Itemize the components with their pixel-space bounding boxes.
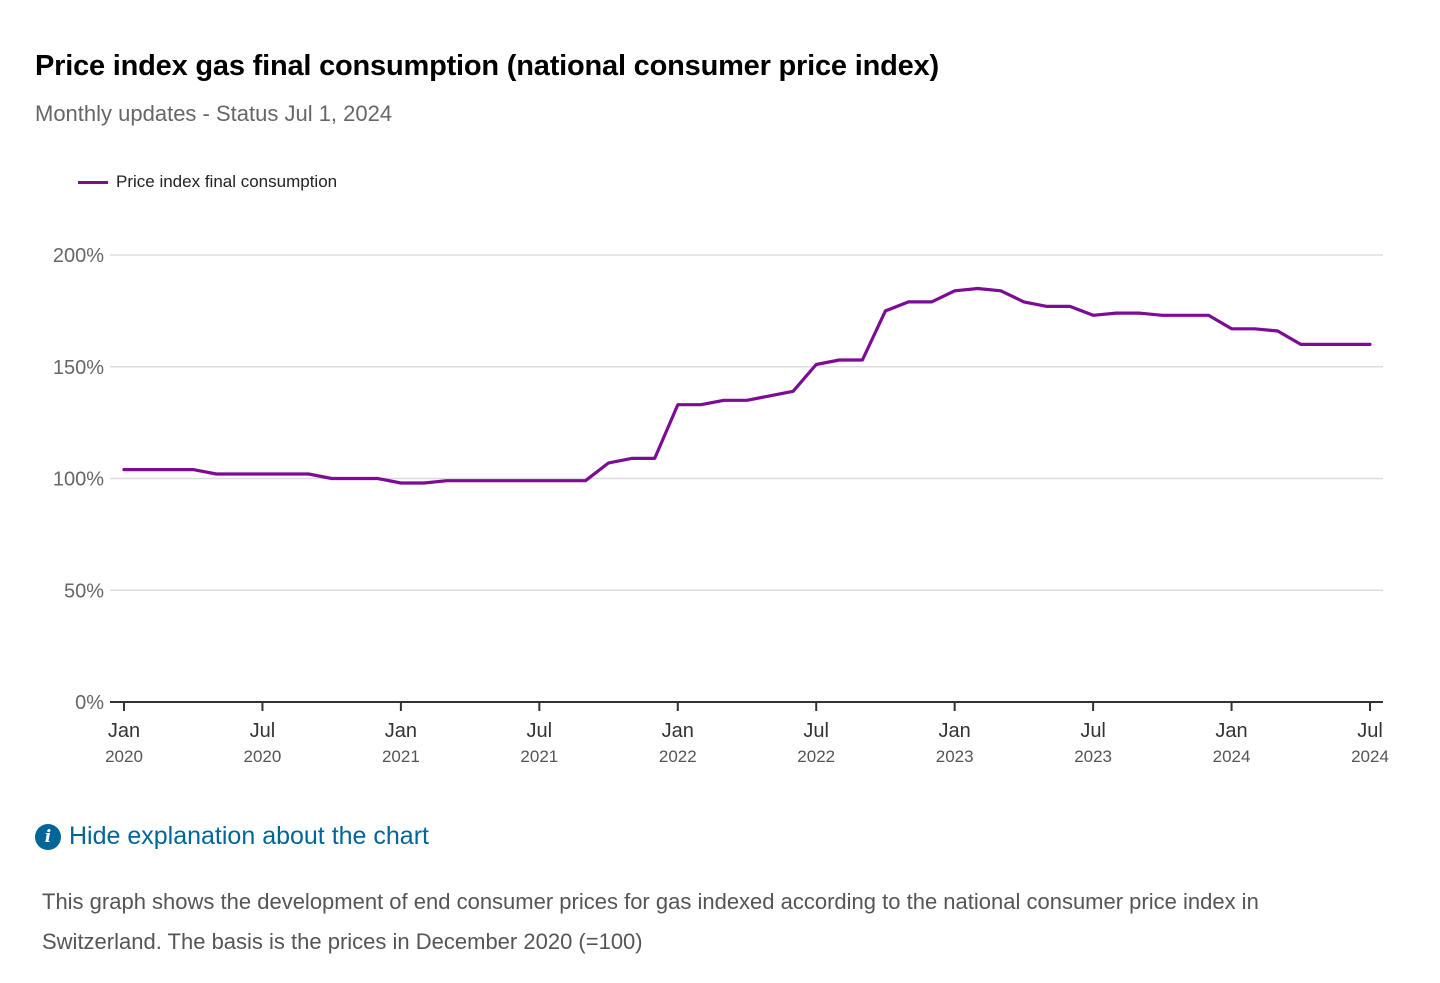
chart-legend[interactable]: Price index final consumption <box>78 172 337 192</box>
legend-label: Price index final consumption <box>116 172 338 191</box>
line-chart: 0% 50% 100% 150% 200% Jan 2020 Jul 2020 Jan 2021 Ju… <box>53 245 1389 766</box>
legend-swatch <box>78 180 108 184</box>
chart-explanation-text: This graph shows the development of end … <box>42 889 1259 954</box>
x-tick-label-month: Jul <box>1080 720 1106 742</box>
x-tick-label-year: 2023 <box>1074 747 1112 766</box>
hide-explanation-link[interactable]: i Hide explanation about the chart <box>35 822 429 851</box>
x-tick-label-month: Jan <box>385 720 417 742</box>
y-tick-label: 100% <box>53 469 104 491</box>
x-tick-label-month: Jan <box>1215 720 1247 742</box>
x-tick-label-month: Jan <box>662 720 694 742</box>
series-line-price-index-final-consumption[interactable] <box>122 286 1372 485</box>
info-icon: i <box>35 823 61 850</box>
x-tick-label-year: 2021 <box>520 747 558 766</box>
x-tick-label-year: 2022 <box>659 747 697 766</box>
x-tick-label-month: Jul <box>1357 720 1383 742</box>
x-tick-label-year: 2022 <box>797 747 835 766</box>
x-tick-label-year: 2021 <box>382 747 420 766</box>
chart-subtitle: Monthly updates - Status Jul 1, 2024 <box>35 101 393 126</box>
x-tick-label-month: Jul <box>527 720 553 742</box>
y-tick-label: 0% <box>75 692 104 714</box>
x-tick-label-year: 2020 <box>105 747 143 766</box>
x-tick-label-month: Jan <box>108 720 140 742</box>
x-tick-label-year: 2020 <box>244 747 282 766</box>
x-tick-label-year: 2024 <box>1213 747 1251 766</box>
chart-title: Price index gas final consumption (natio… <box>35 50 939 82</box>
x-tick-label-year: 2024 <box>1351 747 1389 766</box>
y-tick-label: 50% <box>64 580 104 602</box>
y-tick-label: 150% <box>53 357 104 379</box>
x-tick-label-year: 2023 <box>936 747 974 766</box>
hide-explanation-label: Hide explanation about the chart <box>69 822 429 850</box>
x-tick-label-month: Jan <box>939 720 971 742</box>
x-tick-label-month: Jul <box>250 720 276 742</box>
x-tick-label-month: Jul <box>803 720 829 742</box>
y-tick-label: 200% <box>53 245 104 267</box>
